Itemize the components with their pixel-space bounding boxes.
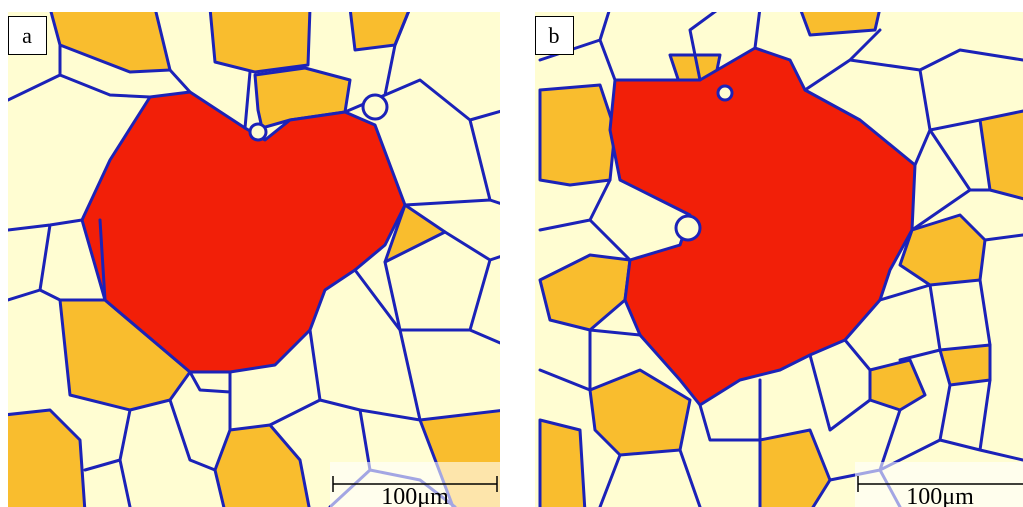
grain	[940, 345, 990, 385]
grain	[718, 86, 732, 100]
grain	[250, 124, 266, 140]
panel-a: 100μm	[4, 8, 505, 507]
figure: 100μm a 100μm b	[0, 0, 1023, 507]
grain	[363, 95, 387, 119]
grain	[676, 216, 700, 240]
panel-label: b	[549, 23, 560, 48]
panel-label: a	[22, 23, 32, 48]
grain	[540, 420, 585, 507]
grain	[540, 85, 615, 185]
panel-b: 100μm	[535, 8, 1023, 507]
grain	[210, 8, 310, 72]
scale-bar-label: 100μm	[381, 484, 449, 507]
scale-bar-label: 100μm	[906, 484, 974, 507]
grain	[800, 8, 880, 35]
